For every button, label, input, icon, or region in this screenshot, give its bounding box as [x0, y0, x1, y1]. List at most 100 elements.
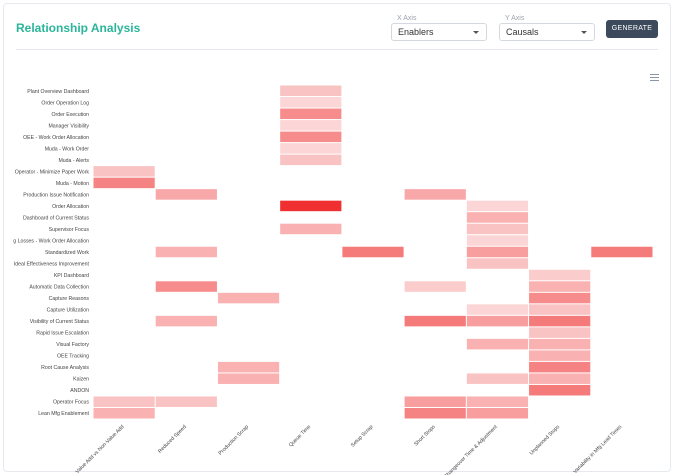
y-tick-label: Muda - Work Order [45, 146, 90, 152]
y-tick-label: ANDON [70, 388, 89, 394]
heatmap-cell[interactable] [217, 361, 280, 373]
heatmap-cell[interactable] [529, 384, 591, 396]
heatmap-cell[interactable] [280, 97, 342, 108]
x-axis-dropdown-value: Enablers [398, 27, 434, 37]
heatmap-cell[interactable] [155, 189, 217, 200]
heatmap-cell[interactable] [529, 304, 591, 315]
chevron-down-icon [473, 31, 479, 34]
y-tick-label: Order Operation Log [41, 100, 89, 106]
heatmap-cell[interactable] [466, 315, 529, 327]
y-tick-label: OEE - Work Order Allocation [23, 135, 89, 141]
y-tick-label: Visibility of Current Status [30, 319, 90, 325]
heatmap-cell[interactable] [466, 200, 529, 212]
heatmap-cell[interactable] [529, 338, 591, 350]
page-title: Relationship Analysis [16, 21, 141, 35]
heatmap-cell[interactable] [93, 177, 155, 189]
chevron-down-icon [581, 31, 587, 34]
x-axis-selector: X Axis Enablers [391, 14, 487, 41]
y-tick-label: Root Cause Analysis [41, 365, 89, 371]
heatmap-cell[interactable] [529, 281, 591, 292]
heatmap-cell[interactable] [155, 281, 217, 292]
hamburger-menu-icon[interactable] [650, 74, 659, 81]
heatmap-cell[interactable] [404, 396, 466, 407]
y-tick-label: Kaizen [73, 377, 89, 383]
heatmap-cell[interactable] [404, 189, 466, 200]
x-tick-label: Short Stops [413, 424, 437, 448]
heatmap-cell[interactable] [529, 315, 591, 327]
heatmap-cell[interactable] [155, 315, 217, 327]
y-tick-label: Operator Focus [53, 400, 89, 406]
x-tick-label: Setup Scrap [350, 424, 375, 449]
y-axis-dropdown[interactable]: Causals [499, 23, 595, 41]
y-axis-dropdown-value: Causals [506, 27, 539, 37]
heatmap-cell[interactable] [466, 396, 529, 407]
x-tick-label: Unplanned Stops [529, 424, 562, 457]
heatmap-cell[interactable] [466, 373, 529, 384]
heatmap-cell[interactable] [466, 304, 529, 315]
heatmap-cell[interactable] [466, 235, 529, 246]
y-tick-label: KPI Dashboard [54, 273, 89, 279]
y-tick-label: Production Issue Notification [23, 192, 89, 198]
heatmap-cell[interactable] [280, 85, 342, 97]
heatmap-cell[interactable] [217, 373, 280, 384]
generate-button[interactable]: GENERATE [606, 20, 658, 38]
heatmap-cell[interactable] [529, 361, 591, 373]
heatmap-cell[interactable] [155, 396, 217, 407]
heatmap-cell[interactable] [280, 120, 342, 131]
x-axis-select-label: X Axis [397, 15, 417, 22]
relationship-analysis-panel: Relationship Analysis X Axis Enablers Y … [3, 3, 671, 472]
heatmap-cell[interactable] [466, 258, 529, 269]
y-tick-label: Lean Mfg Enablement [38, 411, 89, 417]
heatmap-cell[interactable] [280, 223, 342, 235]
heatmap-cell[interactable] [280, 200, 342, 212]
y-tick-label: Capture Reasons [49, 296, 90, 302]
y-tick-label: Ideal Effectiveness Improvement [14, 262, 90, 268]
y-tick-label: Manager Visibility [48, 123, 89, 129]
x-tick-label: Variability in Mfg Lead Times [572, 424, 623, 475]
heatmap-cell[interactable] [529, 350, 591, 361]
y-tick-label: g Losses - Work Order Allocation [13, 238, 89, 244]
heatmap-cell[interactable] [466, 223, 529, 235]
heatmap-cell[interactable] [466, 407, 529, 419]
x-tick-label: Changeover Time & Adjustment [443, 424, 499, 475]
y-tick-label: Rapid Issue Escalation [36, 331, 89, 337]
y-axis-select-label: Y Axis [505, 15, 525, 22]
y-tick-label: Muda - Alerts [58, 158, 89, 164]
x-tick-label: Value Add vs Non-Value Add [75, 424, 126, 475]
heatmap-cell[interactable] [280, 131, 342, 143]
y-tick-label: Automatic Data Collection [29, 285, 89, 291]
heatmap-cell[interactable] [591, 246, 653, 258]
heatmap-cell[interactable] [529, 373, 591, 384]
heatmap-cell[interactable] [529, 292, 591, 304]
heatmap-cell[interactable] [466, 338, 529, 350]
heatmap-cell[interactable] [404, 281, 466, 292]
heatmap-cell[interactable] [466, 246, 529, 258]
y-tick-label: Supervisor Focus [49, 227, 90, 233]
heatmap-cell[interactable] [342, 246, 404, 258]
heatmap-cell[interactable] [280, 108, 342, 120]
heatmap-cell[interactable] [93, 407, 155, 419]
heatmap-cell[interactable] [529, 327, 591, 338]
y-axis-selector: Y Axis Causals [499, 14, 595, 41]
heatmap-cell[interactable] [529, 269, 591, 281]
x-axis-dropdown[interactable]: Enablers [391, 23, 487, 41]
y-tick-label: Order Execution [52, 112, 90, 118]
heatmap-cell[interactable] [466, 212, 529, 223]
heatmap-cell[interactable] [93, 396, 155, 407]
heatmap-cell[interactable] [217, 292, 280, 304]
heatmap-cell[interactable] [280, 154, 342, 166]
heatmap-cell[interactable] [404, 315, 466, 327]
heatmap-cell[interactable] [404, 407, 466, 419]
y-tick-label: Standardized Work [45, 250, 89, 256]
heatmap-cell[interactable] [93, 166, 155, 177]
heatmap-cell[interactable] [280, 143, 342, 154]
y-tick-label: OEE Tracking [57, 354, 89, 360]
y-tick-label: Visual Factory [56, 342, 89, 348]
x-tick-label: Queue Time [288, 424, 312, 448]
y-tick-label: Operator - Minimize Paper Work [15, 169, 90, 175]
header-divider [16, 49, 658, 50]
heatmap-cell[interactable] [155, 246, 217, 258]
y-tick-label: Dashboard of Current Status [23, 215, 89, 221]
y-tick-label: Capture Utilization [47, 308, 89, 314]
